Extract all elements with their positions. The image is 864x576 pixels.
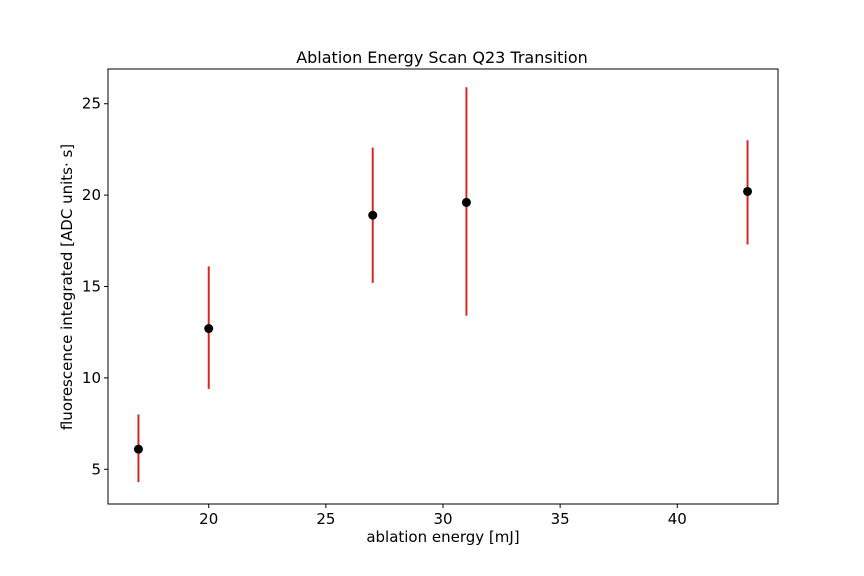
data-points bbox=[133, 186, 753, 454]
data-point bbox=[368, 210, 378, 220]
error-bars bbox=[137, 87, 749, 483]
x-tick-label: 30 bbox=[433, 510, 452, 528]
data-point bbox=[133, 444, 143, 454]
x-tick-label: 40 bbox=[668, 510, 687, 528]
x-axis-label: ablation energy [mJ] bbox=[366, 528, 519, 546]
x-tick-label: 20 bbox=[199, 510, 218, 528]
data-point bbox=[461, 197, 471, 207]
data-point bbox=[204, 324, 214, 334]
x-tick-label: 35 bbox=[551, 510, 570, 528]
x-tick-label: 25 bbox=[316, 510, 335, 528]
chart-title: Ablation Energy Scan Q23 Transition bbox=[296, 48, 588, 67]
x-axis-ticks: 20 25 30 35 40 bbox=[199, 504, 687, 528]
y-axis-ticks: 5 10 15 20 25 bbox=[82, 95, 108, 478]
y-tick-label: 20 bbox=[82, 186, 101, 204]
y-axis-label: fluorescence integrated [ADC units· s] bbox=[58, 144, 76, 430]
y-tick-label: 15 bbox=[82, 278, 101, 296]
y-tick-label: 10 bbox=[82, 369, 101, 387]
y-tick-label: 25 bbox=[82, 95, 101, 113]
y-tick-label: 5 bbox=[91, 460, 101, 478]
data-point bbox=[743, 186, 753, 196]
